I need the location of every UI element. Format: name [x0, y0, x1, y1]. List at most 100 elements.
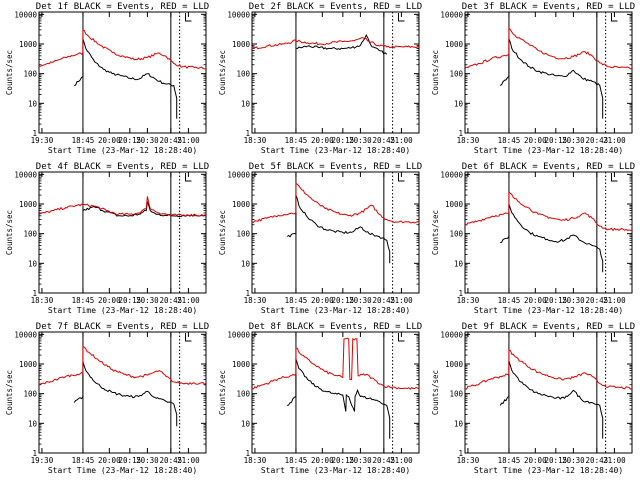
y-axis-label: Counts/sec [5, 210, 14, 255]
y-tick-label: 10 [241, 99, 251, 108]
x-tick-label: 20:45 [160, 296, 183, 305]
x-axis-label: Start Time (23-Mar-12 18:28:40) [48, 466, 197, 475]
x-axis-label: Start Time (23-Mar-12 18:28:40) [48, 306, 197, 315]
x-axis-label: Start Time (23-Mar-12 18:28:40) [474, 466, 623, 475]
events-series-line [499, 38, 604, 119]
panel-det-2: Det 2f BLACK = Events, RED = LLD 1 10 100 10… [218, 2, 422, 155]
corner-marker [184, 13, 192, 22]
panel-title: Det 8f BLACK = Events, RED = LLD [249, 322, 422, 332]
y-tick-label: 1 [32, 289, 37, 298]
x-tick-label: 20:45 [373, 296, 396, 305]
x-tick-label: 18:30 [244, 456, 267, 465]
y-tick-label: 100 [449, 70, 463, 79]
x-tick-label: 18:30 [457, 296, 480, 305]
corner-marker [610, 333, 618, 342]
x-tick-label: 20:30 [349, 136, 372, 145]
panel-det-4: Det 4f BLACK = Events, RED = LLD 1 10 100 10… [5, 162, 209, 315]
x-tick-label: 20:45 [586, 296, 609, 305]
lld-series-line [251, 182, 420, 224]
x-tick-label: 18:45 [285, 136, 308, 145]
x-tick-label: 20:15 [545, 136, 568, 145]
lld-series-line [465, 191, 633, 232]
y-tick-label: 100 [236, 70, 250, 79]
events-series-line [73, 361, 178, 427]
y-tick-label: 100 [236, 390, 250, 399]
y-axis-label: Counts/sec [5, 370, 14, 415]
events-series-line [287, 358, 391, 439]
x-tick-label: 18:45 [498, 296, 521, 305]
panel-det-6: Det 6f BLACK = Events, RED = LLD 1 10 100 10… [431, 162, 635, 315]
x-tick-label: 20:30 [136, 456, 159, 465]
panel-det-3: Det 3f BLACK = Events, RED = LLD 1 10 100 10… [431, 2, 635, 155]
events-series-line [74, 38, 178, 119]
x-axis-label: Start Time (23-Mar-12 18:28:40) [261, 306, 410, 315]
x-tick-label: 20:00 [98, 136, 121, 145]
y-axis-label: Counts/sec [431, 370, 440, 415]
y-tick-label: 1000 [232, 360, 251, 369]
x-tick-label: 18:30 [244, 296, 267, 305]
plot-frame [464, 171, 633, 294]
x-tick-label: 21:00 [603, 456, 626, 465]
x-tick-label: 20:45 [160, 136, 183, 145]
y-tick-label: 10000 [14, 330, 37, 339]
x-tick-label: 19:30 [31, 136, 54, 145]
x-tick-label: 18:30 [457, 136, 480, 145]
x-tick-label: 21:00 [603, 136, 626, 145]
y-tick-label: 10 [28, 99, 38, 108]
plot-frame [38, 331, 207, 454]
x-tick-label: 21:00 [390, 456, 413, 465]
lld-series-line [464, 26, 633, 70]
plot-frame [464, 11, 633, 134]
y-tick-label: 10 [454, 419, 464, 428]
events-series-line [500, 203, 604, 273]
panel-title: Det 3f BLACK = Events, RED = LLD [462, 2, 635, 12]
x-tick-label: 19:30 [31, 456, 54, 465]
y-tick-label: 10000 [227, 330, 250, 339]
events-series-line [286, 194, 391, 264]
x-tick-label: 20:00 [524, 296, 547, 305]
y-axis-label: Counts/sec [218, 370, 227, 415]
x-tick-label: 20:45 [373, 456, 396, 465]
x-tick-label: 21:00 [390, 296, 413, 305]
y-axis-label: Counts/sec [431, 210, 440, 255]
y-tick-label: 10000 [14, 10, 37, 19]
y-tick-label: 1000 [445, 200, 464, 209]
corner-marker [184, 333, 192, 342]
events-series-line [499, 360, 604, 439]
y-tick-label: 1 [245, 289, 250, 298]
y-tick-label: 10000 [227, 10, 250, 19]
y-tick-label: 10 [28, 259, 38, 268]
x-tick-label: 20:15 [332, 456, 355, 465]
panel-det-9: Det 9f BLACK = Events, RED = LLD 1 10 100 10… [431, 322, 635, 475]
lld-series-line [38, 196, 207, 217]
plot-frame [251, 331, 420, 454]
x-tick-label: 20:30 [136, 136, 159, 145]
y-tick-label: 1 [458, 289, 463, 298]
lld-series-line [38, 345, 207, 386]
x-tick-label: 18:45 [72, 296, 95, 305]
x-tick-label: 18:45 [498, 136, 521, 145]
y-axis-label: Counts/sec [431, 50, 440, 95]
y-axis-label: Counts/sec [5, 50, 14, 95]
x-tick-label: 20:30 [136, 296, 159, 305]
x-tick-label: 20:43 [586, 136, 609, 145]
y-tick-label: 1000 [19, 40, 38, 49]
x-tick-label: 20:30 [562, 136, 585, 145]
panel-title: Det 7f BLACK = Events, RED = LLD [36, 322, 209, 332]
x-tick-label: 20:00 [311, 136, 334, 145]
y-tick-label: 1000 [232, 40, 251, 49]
x-tick-label: 21:00 [177, 456, 200, 465]
y-tick-label: 10 [241, 259, 251, 268]
x-tick-label: 20:30 [349, 296, 372, 305]
x-tick-label: 20:30 [349, 456, 372, 465]
y-tick-label: 1000 [445, 360, 464, 369]
y-tick-label: 1000 [19, 200, 38, 209]
y-tick-label: 10000 [440, 330, 463, 339]
panel-title: Det 6f BLACK = Events, RED = LLD [462, 162, 635, 172]
x-tick-label: 20:00 [98, 456, 121, 465]
x-tick-label: 20:00 [524, 456, 547, 465]
y-tick-label: 10 [454, 259, 464, 268]
y-tick-label: 1 [245, 129, 250, 138]
